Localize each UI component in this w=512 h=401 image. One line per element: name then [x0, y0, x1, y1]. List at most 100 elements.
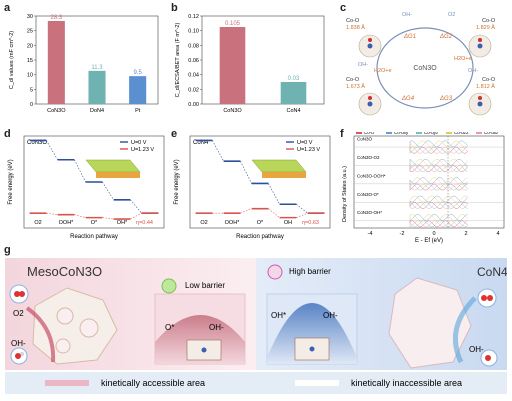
pdos-legend-item: Co-dxy — [394, 132, 409, 135]
bar-b-ytick: 0.08 — [188, 43, 199, 49]
pdos-xlabel: E - Ef (eV) — [415, 238, 443, 244]
molecule-bottom-left — [358, 92, 382, 116]
low-barrier-hill — [155, 315, 245, 364]
pdos-legend-item: Co-dxz — [484, 132, 499, 135]
bar-b-ytick: 0.10 — [188, 29, 199, 35]
corner-dist-2: 1.812 Å — [476, 83, 495, 90]
high-barrier-label: High barrier — [289, 267, 331, 276]
pdos-xtick: -4 — [368, 231, 373, 237]
bar-b-bar — [219, 27, 246, 104]
bar-b-category-label: CoN4 — [286, 108, 300, 114]
bar-a-ytick: 20 — [27, 43, 33, 49]
pdos-legend: Co-d Co-dxy Co-dyz Co-dz2 Co-dxz — [356, 132, 499, 135]
bar-b-ylabel: C_dl/ECSA/BET area (F m^-2) — [175, 23, 181, 98]
bar-a-bar — [47, 20, 65, 105]
bar-a-value-label: 28.3 — [50, 15, 62, 21]
bar-b-value-label: 0.03 — [288, 76, 300, 82]
left-flow-arrow — [25, 306, 56, 363]
fe-d-ylabel: Free energy (eV) — [8, 159, 14, 204]
fe-e-eta: η=0.63 — [302, 220, 319, 226]
step-dg2: ΔG2 — [439, 34, 453, 40]
cycle-center-label: CoN3O — [413, 65, 437, 72]
panel-label-c: c — [340, 2, 347, 14]
footer-bar — [5, 372, 507, 394]
fe-d-legend-item: U=1.23 V — [131, 147, 154, 153]
step-dg1: ΔG1 — [403, 34, 416, 40]
species-3: H2O+e — [374, 68, 392, 74]
oh-star-label: OH* — [271, 311, 286, 320]
fe-d-eta: η=0.44 — [136, 220, 153, 226]
panel-label-b: b — [171, 2, 178, 14]
high-barrier-hill — [267, 303, 357, 364]
chart-pdos: Density of States (a.u.) Co-d Co-dxy Co-dy… — [342, 132, 505, 244]
bar-a-category-label: CoN3O — [47, 108, 66, 114]
corner-dist-1: 1.829 Å — [476, 24, 495, 31]
bar-b-ytick: 0.06 — [188, 58, 199, 64]
species-5: OH- — [468, 68, 478, 74]
species-0: OH- — [402, 12, 412, 18]
fe-d-state-label: OOH* — [59, 220, 75, 226]
fe-d-catalyst: CoN3O — [27, 140, 47, 146]
molecule-bottom-right — [468, 92, 492, 116]
corner-bond-0: Co-O — [346, 18, 360, 24]
bar-b-ytick: 0.00 — [188, 102, 199, 108]
reaction-cycle: CoN3O ΔG1 ΔG2 ΔG3 ΔG4 Co-O 1.838 Å Co-O … — [346, 12, 496, 116]
pdos-row-label: CoN3O-OH* — [357, 210, 382, 215]
pdos-xtick: -2 — [400, 231, 405, 237]
bar-a-ytick: 0 — [30, 102, 33, 108]
fe-d-state-label: O* — [91, 220, 98, 226]
molecule-top-left — [358, 34, 382, 58]
o-star-label: O* — [165, 323, 174, 332]
sad-face-icon — [267, 264, 283, 280]
pdos-ylabel: Density of States (a.u.) — [342, 166, 348, 222]
pdos-legend-item: Co-dyz — [424, 132, 439, 135]
panel-label-e: e — [171, 128, 178, 140]
pdos-row-label: CoN3O-OOH* — [357, 173, 386, 178]
schematic-panel: O2 OH- MesoCoN3O Low barrier O* OH- High… — [5, 258, 508, 396]
corner-bond-3: Co-O — [346, 77, 360, 83]
left-title: MesoCoN3O — [27, 264, 102, 279]
fe-d-state-label: OH* — [117, 220, 128, 226]
bar-a-category-label: Pt — [135, 108, 141, 114]
con4-sheet — [388, 277, 472, 369]
oh-minus-high-label: OH- — [323, 311, 338, 320]
fe-e-catalyst: CoN4 — [193, 140, 209, 146]
bar-a-ytick: 5 — [30, 87, 33, 93]
bar-a-bar — [88, 70, 106, 104]
cycle-arrow — [376, 27, 474, 109]
bar-a-category-label: DoN4 — [90, 108, 104, 114]
pdos-xtick: 0 — [432, 231, 435, 237]
bar-a-ytick: 30 — [27, 14, 33, 20]
species-1: O2 — [448, 12, 455, 18]
pdos-row-label: CoN3O-O2 — [357, 155, 380, 160]
fe-e-state-label: OOH* — [225, 220, 241, 226]
panel-label-a: a — [4, 2, 11, 14]
fe-d-catalyst-slab — [85, 159, 141, 178]
pdos-xtick: 2 — [464, 231, 467, 237]
fe-d-legend-item: U=0 V — [131, 140, 147, 146]
corner-dist-3: 1.673 Å — [346, 83, 365, 90]
bar-a-bar — [129, 76, 147, 104]
o2-label-left: O2 — [13, 309, 24, 318]
fe-e-ylabel: Free energy (eV) — [174, 159, 180, 204]
pdos-row-label: CoN3O — [357, 137, 373, 142]
porphyrin-high — [294, 337, 330, 361]
species-2: H2O+e — [454, 56, 472, 62]
bar-b-ytick: 0.04 — [188, 73, 199, 79]
fe-d-xlabel: Reaction pathway — [70, 234, 118, 240]
fe-e-xlabel: Reaction pathway — [236, 234, 284, 240]
bar-a-ytick: 25 — [27, 29, 33, 35]
low-barrier-label: Low barrier — [185, 281, 225, 290]
pdos-xtick: 4 — [496, 231, 499, 237]
accessible-swatch — [45, 380, 89, 386]
bar-b-bar — [280, 82, 307, 104]
bar-a-ytick: 15 — [27, 58, 33, 64]
panel-label-g: g — [4, 244, 11, 256]
fe-d-state-label: O2 — [34, 220, 41, 226]
oh-label-right: OH- — [469, 345, 484, 354]
bar-b-value-label: 0.105 — [225, 21, 241, 27]
fe-e-state-label: OH — [284, 220, 292, 226]
fe-e-state-label: O2 — [200, 220, 207, 226]
chart-cdl: 0 5 10 15 20 25 30 28.3 CoN3O 11.3 DoN4 9.5 Pt C_dl v… — [9, 14, 159, 114]
bar-a-value-label: 9.5 — [133, 70, 142, 76]
